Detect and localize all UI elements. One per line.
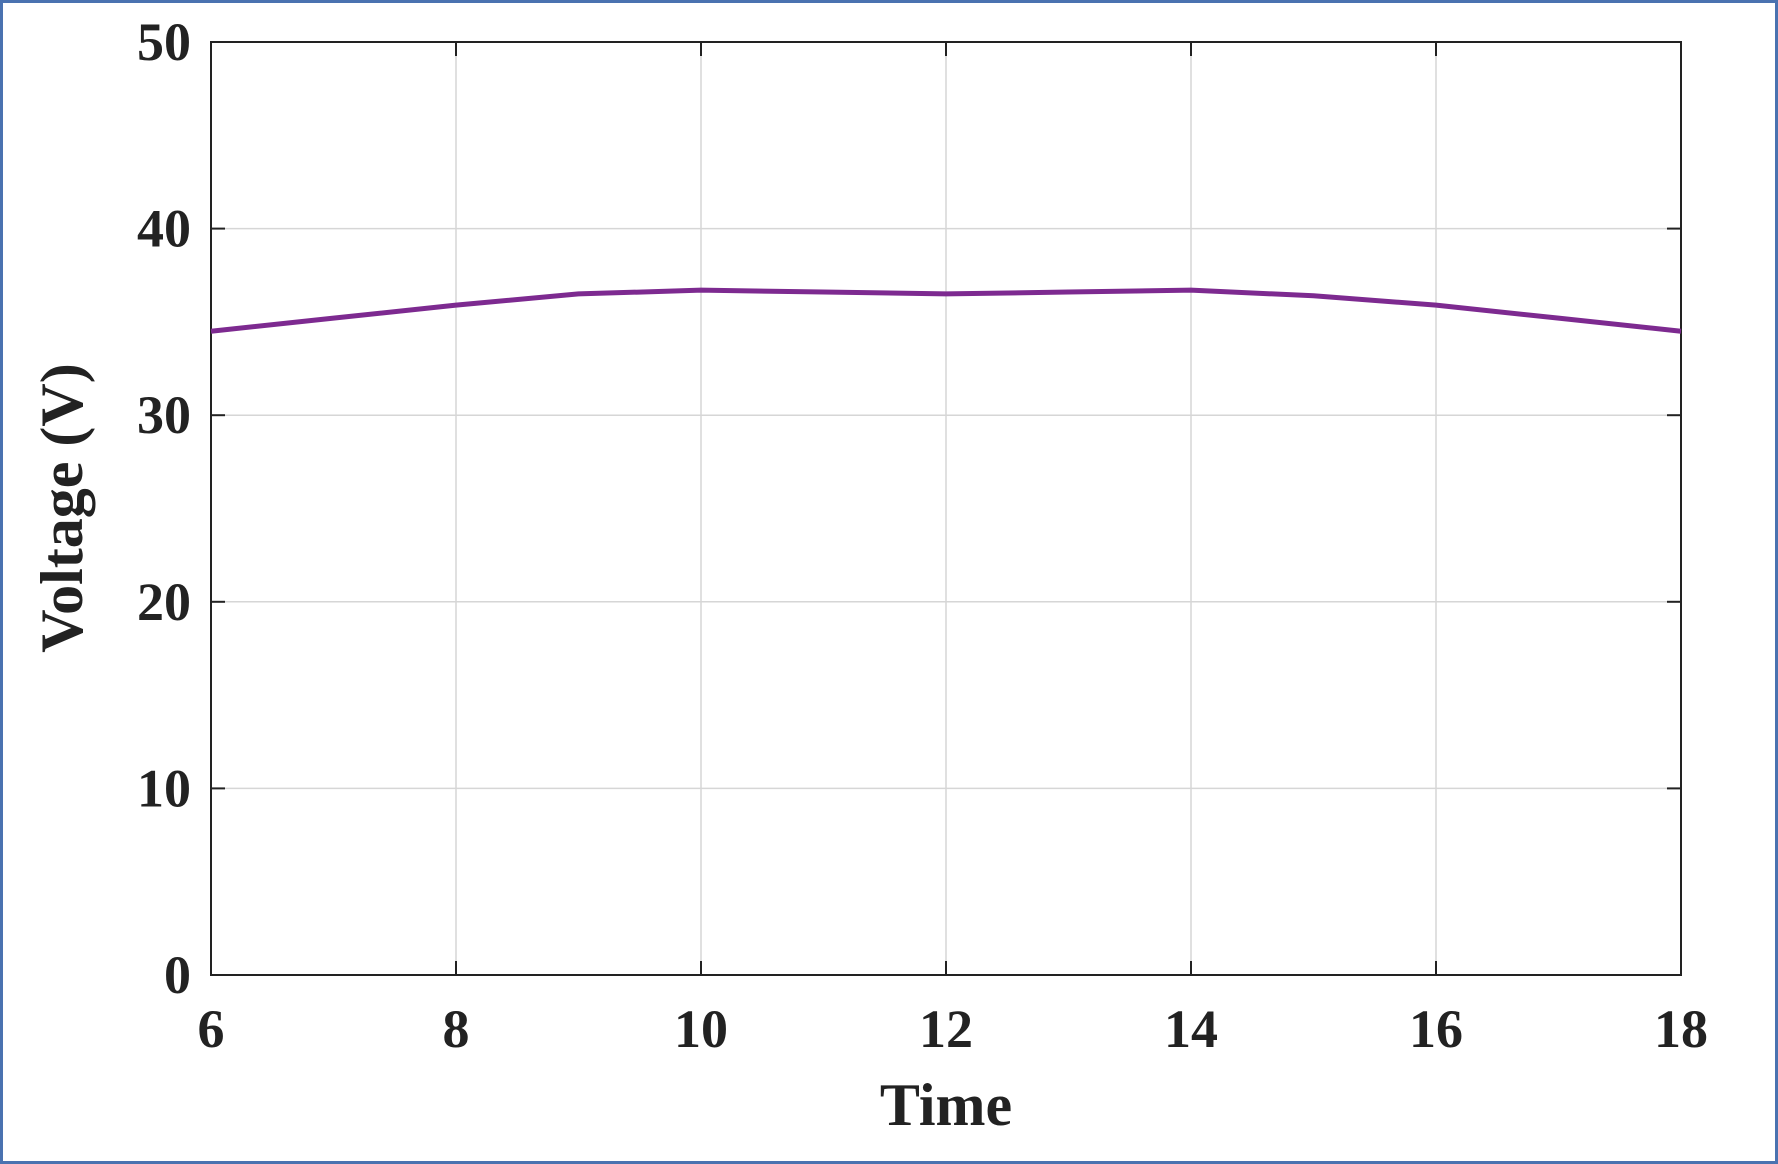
y-tick-label: 40 (137, 199, 191, 259)
x-tick-label: 16 (1409, 999, 1463, 1059)
data-line (210, 287, 1682, 334)
y-tick-label: 10 (137, 758, 191, 818)
y-tick-label: 50 (137, 12, 191, 72)
x-tick-label: 8 (443, 999, 470, 1059)
x-tick-label: 14 (1164, 999, 1218, 1059)
x-axis-label: Time (880, 1072, 1012, 1138)
x-tick-label: 6 (198, 999, 225, 1059)
y-tick-label: 20 (137, 572, 191, 632)
x-tick-label: 18 (1654, 999, 1708, 1059)
y-axis-label: Voltage (V) (29, 363, 95, 652)
plot-area (210, 41, 1682, 976)
x-tick-label: 10 (674, 999, 728, 1059)
y-tick-label: 30 (137, 385, 191, 445)
x-tick-label: 12 (919, 999, 973, 1059)
y-tick-label: 0 (164, 945, 191, 1005)
